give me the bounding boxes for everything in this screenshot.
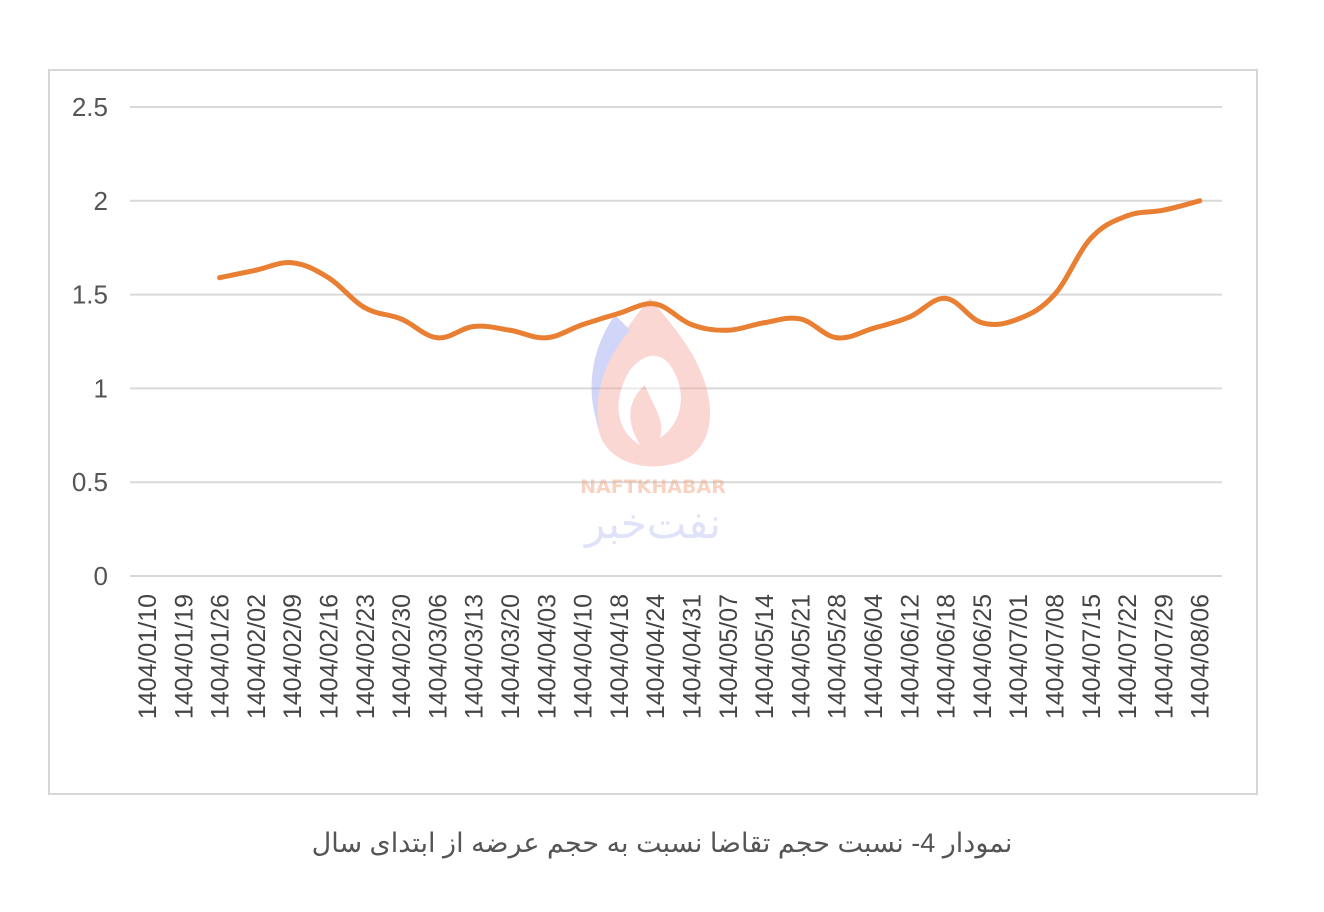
watermark-persian: نفت‌خبر <box>583 499 721 548</box>
data-point <box>870 325 876 331</box>
flame-logo-icon <box>595 298 711 467</box>
data-point <box>979 320 985 326</box>
data-point <box>1088 235 1094 241</box>
x-tick-label: 1404/05/07 <box>715 594 743 719</box>
x-tick-label: 1404/05/21 <box>787 594 815 719</box>
data-point <box>1197 198 1203 204</box>
x-axis-ticks: 1404/01/10 1404/01/19 1404/01/26 1404/02/02… <box>134 594 1215 719</box>
data-point <box>689 322 694 328</box>
y-tick-label: 1.5 <box>72 280 108 310</box>
data-point <box>434 335 440 341</box>
chart-caption: نمودار 4- نسبت حجم تقاضا نسبت به حجم عرض… <box>311 828 1013 858</box>
gridlines <box>130 106 1222 577</box>
series-line <box>217 198 1203 341</box>
data-point <box>580 322 586 328</box>
data-point <box>1015 316 1021 322</box>
x-tick-label: 1404/07/08 <box>1042 594 1070 719</box>
data-point <box>652 301 658 307</box>
y-tick-label: 2 <box>94 186 108 216</box>
naftkhabar-watermark: NAFTKHABAR نفت‌خبر <box>580 298 726 548</box>
data-point <box>761 320 767 326</box>
x-tick-label: 1404/05/14 <box>751 594 779 719</box>
data-point <box>725 327 731 333</box>
y-tick-label: 0.5 <box>72 467 108 497</box>
y-tick-label: 0 <box>94 561 108 591</box>
data-point <box>943 295 949 301</box>
x-tick-label: 1404/04/10 <box>570 594 598 719</box>
data-point <box>797 316 803 322</box>
data-point <box>253 267 259 273</box>
x-tick-label: 1404/02/16 <box>316 594 344 719</box>
data-point <box>398 316 404 322</box>
data-point <box>1160 207 1166 213</box>
y-tick-label: 2.5 <box>72 92 108 122</box>
x-tick-label: 1404/06/04 <box>860 594 888 719</box>
data-point <box>906 314 912 320</box>
x-tick-label: 1404/01/19 <box>170 594 198 719</box>
x-tick-label: 1404/04/03 <box>533 594 561 719</box>
data-point <box>217 275 223 281</box>
data-point <box>1052 292 1057 298</box>
flame-inner-icon <box>618 355 681 445</box>
x-tick-label: 1404/07/01 <box>1005 594 1033 719</box>
data-point <box>326 275 331 281</box>
y-tick-label: 1 <box>94 373 108 403</box>
x-tick-label: 1404/04/24 <box>642 594 670 719</box>
watermark-latin: NAFTKHABAR <box>580 476 726 498</box>
data-point <box>471 323 477 329</box>
data-point <box>289 260 295 266</box>
x-tick-label: 1404/08/06 <box>1187 594 1215 719</box>
x-tick-label: 1404/06/12 <box>896 594 924 719</box>
series <box>217 198 1203 341</box>
data-point <box>616 310 622 316</box>
x-tick-label: 1404/03/20 <box>497 594 525 719</box>
x-tick-label: 1404/07/22 <box>1114 594 1142 719</box>
x-tick-label: 1404/07/15 <box>1078 594 1106 719</box>
x-tick-label: 1404/03/13 <box>461 594 489 719</box>
x-tick-label: 1404/02/23 <box>352 594 380 719</box>
x-tick-label: 1404/02/09 <box>279 594 307 719</box>
x-tick-label: 1404/07/29 <box>1150 594 1178 719</box>
y-axis-ticks: 0 0.5 1 1.5 2 2.5 <box>72 92 108 591</box>
chart-frame <box>48 69 1258 795</box>
x-tick-label: 1404/01/10 <box>134 594 162 719</box>
x-tick-label: 1404/04/18 <box>606 594 634 719</box>
data-point <box>543 335 549 341</box>
x-tick-label: 1404/02/02 <box>243 594 271 719</box>
data-point <box>507 327 513 333</box>
data-point <box>834 335 840 341</box>
x-tick-label: 1404/06/25 <box>969 594 997 719</box>
x-tick-label: 1404/05/28 <box>824 594 852 719</box>
x-tick-label: 1404/02/30 <box>388 594 416 719</box>
flame-blue-icon <box>591 315 630 430</box>
x-tick-label: 1404/03/06 <box>424 594 452 719</box>
data-point <box>1124 213 1130 219</box>
x-tick-label: 1404/04/31 <box>679 594 707 719</box>
x-tick-label: 1404/06/18 <box>933 594 961 719</box>
data-point <box>362 305 368 311</box>
x-tick-label: 1404/01/26 <box>207 594 235 719</box>
